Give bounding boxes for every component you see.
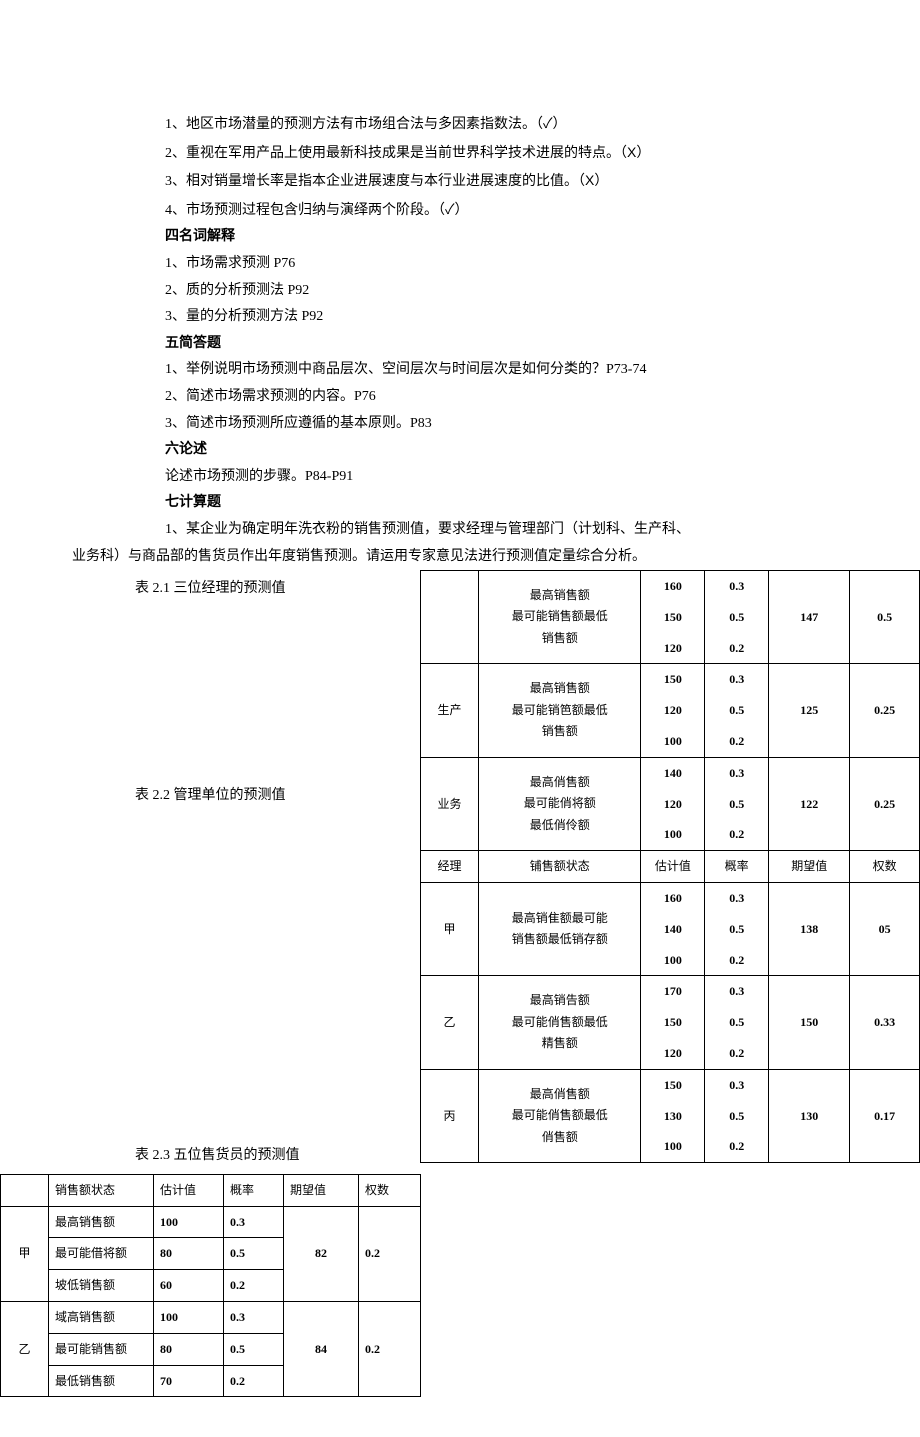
- cell-states: 最高销告额 最可能俏售额最低 精售额: [479, 976, 641, 1069]
- cell-states: 最高俏售额 最可能俏将额 最低俏伶额: [479, 757, 641, 850]
- tf-item: 3、相对销量增长率是指本企业进展速度与本行业进展速度的比值。（X）: [165, 167, 860, 196]
- right-column: 最高销售额 最可能销售额最低 销售额 160 0.3 147 0.5 1500.…: [420, 570, 920, 1163]
- cell-est: 100: [154, 1206, 224, 1238]
- tf-text: 重视在军用产品上使用最新科技成果是当前世界科学技术进展的特点。: [186, 146, 620, 161]
- cell-dept: 乙: [421, 976, 479, 1069]
- tf-mark: （✓）: [438, 201, 469, 217]
- calc-q1-line2-wrap: 业务科）与商品部的售货员作出年度销售预测。请运用专家意见法进行预测值定量综合分析…: [0, 544, 920, 571]
- table-row: 甲 最高销隹额最可能 销售额最低销存额 160 0.3 138 05: [421, 883, 920, 914]
- cell-states: 最高销隹额最可能 销售额最低销存额: [479, 883, 641, 976]
- essay-body: 论述市场预测的步骤。P84-P91: [165, 464, 860, 491]
- left-column: 表 2.1 三位经理的预测值 表 2.2 管理单位的预测值: [0, 570, 420, 813]
- table-row: 乙 域高销售额 100 0.3 84 0.2: [1, 1302, 421, 1334]
- cell-states: 最高销售额 最可能销笆额最低 销售额: [479, 664, 641, 757]
- tf-num: 4、: [165, 203, 186, 218]
- col-header: 期望值: [284, 1174, 359, 1206]
- col-header: 经理: [421, 851, 479, 883]
- section-title-terms: 四名词解释: [165, 224, 860, 251]
- true-false-section: 1、地区市场潜量的预测方法有市场组合法与多因素指数法。（✓） 2、重视在军用产品…: [0, 110, 920, 544]
- tf-text: 相对销量增长率是指本企业进展速度与本行业进展速度的比值。: [186, 174, 578, 189]
- cell-dept: 甲: [421, 883, 479, 976]
- calc-q1-line2: 业务科）与商品部的售货员作出年度销售预测。请运用专家意见法进行预测值定量综合分析…: [72, 544, 860, 571]
- term-item: 3、量的分析预测方法 P92: [165, 304, 860, 331]
- section-title-short: 五简答题: [165, 331, 860, 358]
- table-row: 甲 最高销售额 100 0.3 82 0.2: [1, 1206, 421, 1238]
- cell-expect: 82: [284, 1206, 359, 1301]
- col-header: 概率: [224, 1174, 284, 1206]
- col-header: 概率: [705, 851, 769, 883]
- tf-item: 1、地区市场潜量的预测方法有市场组合法与多因素指数法。（✓）: [165, 110, 860, 139]
- col-header: 期望值: [769, 851, 850, 883]
- table-row: 生产 最高销售额 最可能销笆额最低 销售额 150 0.3 125 0.25: [421, 664, 920, 695]
- tf-mark: （X）: [620, 144, 650, 160]
- short-item: 1、举例说明市场预测中商品层次、空间层次与时间层次是如何分类的？P73-74: [165, 357, 860, 384]
- tf-text: 地区市场潜量的预测方法有市场组合法与多因素指数法。: [186, 117, 536, 132]
- cell-state: 最高销售额: [49, 1206, 154, 1238]
- tables-two-column: 表 2.1 三位经理的预测值 表 2.2 管理单位的预测值 最高销售额 最可能销…: [0, 570, 920, 1163]
- table-row: 最高销售额 最可能销售额最低 销售额 160 0.3 147 0.5: [421, 571, 920, 602]
- calc-q1-line1: 1、某企业为确定明年洗衣粉的销售预测值，要求经理与管理部门（计划科、生产科、: [165, 517, 860, 544]
- cell-expect: 147: [769, 571, 850, 664]
- tf-item: 4、市场预测过程包含归纳与演绎两个阶段。（✓）: [165, 196, 860, 225]
- col-header: 估计值: [641, 851, 705, 883]
- col-header: [1, 1174, 49, 1206]
- col-header: 权数: [359, 1174, 421, 1206]
- col-header: 销售额状态: [49, 1174, 154, 1206]
- tf-mark: （✓）: [536, 115, 567, 131]
- cell-states: 最高销售额 最可能销售额最低 销售额: [479, 571, 641, 664]
- tf-num: 3、: [165, 174, 186, 189]
- short-item: 3、简述市场预测所应遵循的基本原则。P83: [165, 411, 860, 438]
- table-row: 丙 最高俏售额 最可能俏售额最低 俏售额 150 0.3 130 0.17: [421, 1069, 920, 1100]
- tf-num: 1、: [165, 117, 186, 132]
- table-row: 乙 最高销告额 最可能俏售额最低 精售额 170 0.3 150 0.33: [421, 976, 920, 1007]
- tf-mark: （X）: [578, 172, 608, 188]
- cell-dept: 丙: [421, 1069, 479, 1162]
- col-header: 估计值: [154, 1174, 224, 1206]
- cell-est: 160: [641, 571, 705, 602]
- term-item: 2、质的分析预测法 P92: [165, 278, 860, 305]
- col-header: 权数: [850, 851, 920, 883]
- section-title-essay: 六论述: [165, 437, 860, 464]
- cell-states: 最高俏售额 最可能俏售额最低 俏售额: [479, 1069, 641, 1162]
- table-header-row: 经理 铺售额状态 估计值 概率 期望值 权数: [421, 851, 920, 883]
- tf-text: 市场预测过程包含归纳与演绎两个阶段。: [186, 203, 438, 218]
- tf-item: 2、重视在军用产品上使用最新科技成果是当前世界科学技术进展的特点。（X）: [165, 139, 860, 168]
- term-item: 1、市场需求预测 P76: [165, 251, 860, 278]
- cell-prob: 0.3: [705, 571, 769, 602]
- cell-weight: 0.2: [359, 1206, 421, 1301]
- cell-dept: 乙: [1, 1302, 49, 1397]
- cell-prob: 0.3: [224, 1206, 284, 1238]
- table-23: 销售额状态 估计值 概率 期望值 权数 甲 最高销售额 100 0.3 82 0…: [0, 1174, 421, 1398]
- tf-num: 2、: [165, 146, 186, 161]
- table-caption-21: 表 2.1 三位经理的预测值: [0, 576, 420, 603]
- table-header-row: 销售额状态 估计值 概率 期望值 权数: [1, 1174, 421, 1206]
- col-header: 铺售额状态: [479, 851, 641, 883]
- cell-weight: 0.5: [850, 571, 920, 664]
- table-right-combined: 最高销售额 最可能销售额最低 销售额 160 0.3 147 0.5 1500.…: [420, 570, 920, 1163]
- table-caption-22: 表 2.2 管理单位的预测值: [0, 783, 420, 810]
- cell-dept: 业务: [421, 757, 479, 850]
- section-title-calc: 七计算题: [165, 490, 860, 517]
- cell-dept: 生产: [421, 664, 479, 757]
- cell-dept: 甲: [1, 1206, 49, 1301]
- short-item: 2、简述市场需求预测的内容。P76: [165, 384, 860, 411]
- table-row: 业务 最高俏售额 最可能俏将额 最低俏伶额 140 0.3 122 0.25: [421, 757, 920, 788]
- cell-dept: [421, 571, 479, 664]
